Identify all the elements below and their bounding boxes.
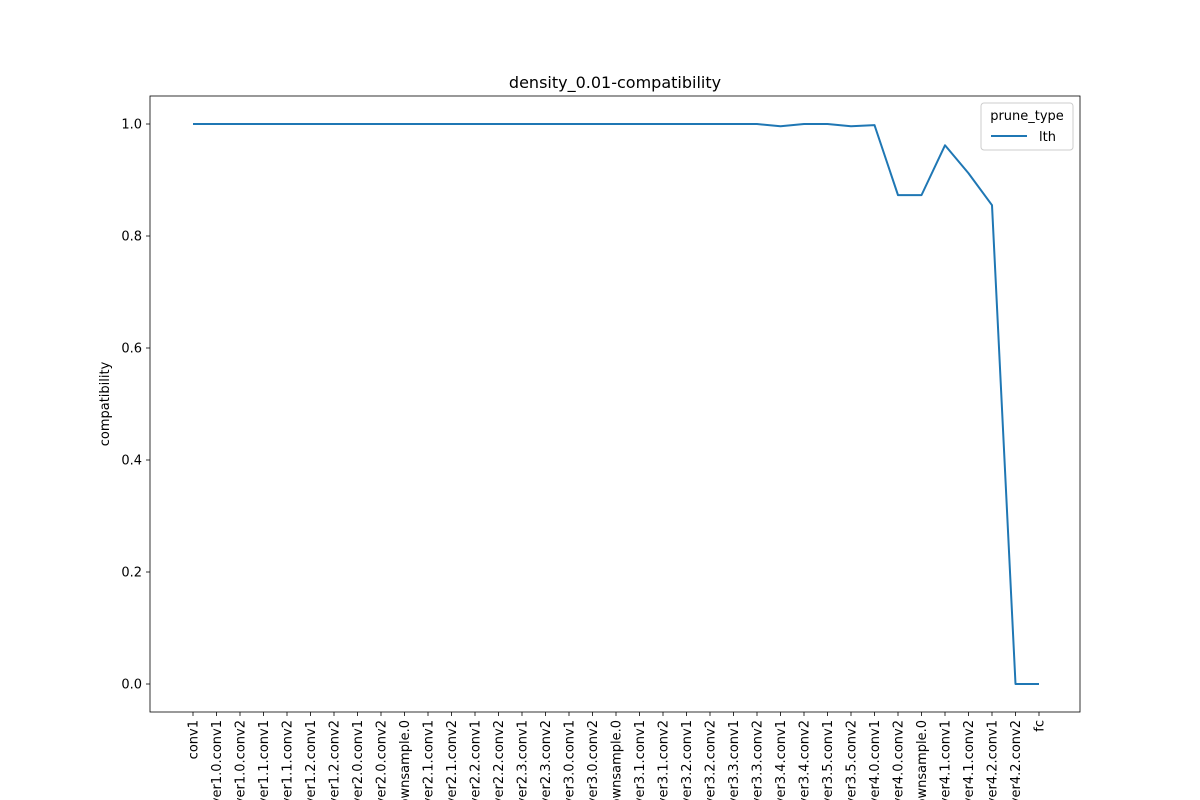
x-tick-label: layer3.3.conv2 <box>751 720 766 800</box>
x-tick-label: layer1.2.conv1 <box>304 720 319 800</box>
x-tick-label: layer2.0.conv1 <box>351 720 366 800</box>
x-tick-label: layer3.5.conv1 <box>821 720 836 800</box>
x-tick-label: layer3.5.conv2 <box>845 720 860 800</box>
plot-frame <box>150 96 1080 712</box>
x-tick-label: layer3.0.conv1 <box>563 720 578 800</box>
y-axis-label: compatibility <box>98 361 113 446</box>
x-tick-label: layer4.0.downsample.0 <box>915 720 930 800</box>
x-tick-label: layer2.1.conv1 <box>422 720 437 800</box>
x-tick-label: layer3.1.conv1 <box>633 720 648 800</box>
legend: prune_type lth <box>981 103 1073 150</box>
x-tick-label: layer3.1.conv2 <box>657 720 672 800</box>
x-tick-label: layer4.2.conv2 <box>1009 720 1024 800</box>
chart-title: density_0.01-compatibility <box>509 73 721 93</box>
x-tick-label: layer2.3.conv1 <box>516 720 531 800</box>
x-tick-label: layer1.1.conv1 <box>257 720 272 800</box>
x-tick-label: layer3.2.conv2 <box>704 720 719 800</box>
y-tick-label: 0.8 <box>121 230 142 245</box>
x-tick-label: layer2.0.downsample.0 <box>398 720 413 800</box>
x-tick-label: fc <box>1033 720 1048 732</box>
x-tick-label: layer1.2.conv2 <box>328 720 343 800</box>
x-tick-label: layer4.1.conv2 <box>962 720 977 800</box>
x-tick-label: layer2.2.conv2 <box>492 720 507 800</box>
x-tick-label: layer2.2.conv1 <box>469 720 484 800</box>
x-tick-label: layer2.1.conv2 <box>445 720 460 800</box>
x-tick-label: layer4.0.conv1 <box>868 720 883 800</box>
x-tick-label: layer3.2.conv1 <box>680 720 695 800</box>
y-tick-label: 0.0 <box>121 678 142 693</box>
y-tick-label: 0.4 <box>121 454 142 469</box>
y-tick-label: 0.2 <box>121 566 142 581</box>
y-tick-label: 1.0 <box>121 118 142 133</box>
legend-title: prune_type <box>990 109 1064 124</box>
y-tick-label: 0.6 <box>121 342 142 357</box>
x-tick-label: conv1 <box>187 720 202 759</box>
x-tick-label: layer1.0.conv2 <box>234 720 249 800</box>
x-tick-label: layer4.2.conv1 <box>986 720 1001 800</box>
x-tick-label: layer3.4.conv2 <box>798 720 813 800</box>
x-tick-label: layer1.0.conv1 <box>210 720 225 800</box>
x-tick-label: layer1.1.conv2 <box>281 720 296 800</box>
x-tick-label: layer2.0.conv2 <box>375 720 390 800</box>
x-axis: conv1 layer1.0.conv1 layer1.0.conv2 layer1.… <box>187 712 1048 800</box>
x-tick-label: layer3.0.downsample.0 <box>610 720 625 800</box>
plot-area <box>150 96 1080 712</box>
x-tick-label: layer3.3.conv1 <box>727 720 742 800</box>
x-tick-label: layer3.4.conv1 <box>774 720 789 800</box>
x-tick-label: layer2.3.conv2 <box>539 720 554 800</box>
legend-entry-label: lth <box>1039 130 1056 145</box>
x-tick-label: layer3.0.conv2 <box>586 720 601 800</box>
x-tick-label: layer4.1.conv1 <box>939 720 954 800</box>
x-tick-label: layer4.0.conv2 <box>892 720 907 800</box>
